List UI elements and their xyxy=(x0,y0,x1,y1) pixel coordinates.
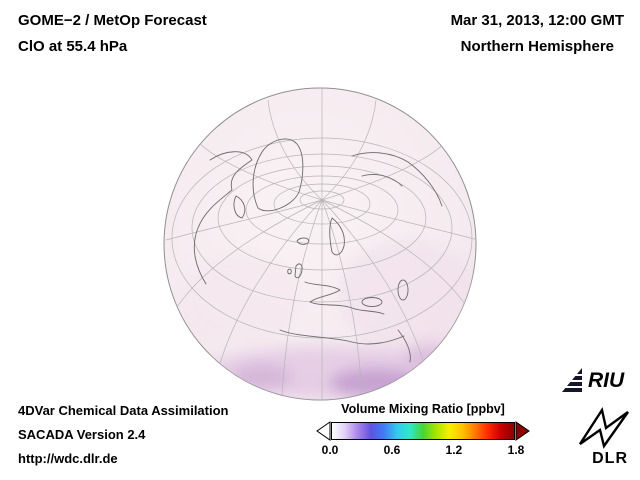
assimilation-label: 4DVar Chemical Data Assimilation xyxy=(18,403,229,418)
colorbar-title: Volume Mixing Ratio [ppbv] xyxy=(341,402,505,416)
colorbar-tick-labels: 0.0 0.6 1.2 1.8 xyxy=(322,443,525,459)
tick-label-3: 1.8 xyxy=(507,443,525,457)
colorbar-left-arrow xyxy=(316,421,331,441)
tick-label-1: 0.6 xyxy=(383,443,401,457)
colorbar: Volume Mixing Ratio [ppbv] 0.0 0.6 1.2 1… xyxy=(316,402,530,459)
header-left: GOME−2 / MetOp Forecast ClO at 55.4 hPa xyxy=(18,12,207,55)
species-level-label: ClO at 55.4 hPa xyxy=(18,38,128,55)
hemisphere-label: Northern Hemisphere xyxy=(460,38,614,55)
dlr-logo-text: DLR xyxy=(592,450,628,467)
product-title: GOME−2 / MetOp Forecast xyxy=(18,12,207,29)
tick-label-2: 1.2 xyxy=(445,443,463,457)
graticule-lines xyxy=(165,88,476,400)
riu-emblem-icon xyxy=(560,368,584,392)
riu-logo-text: RIU xyxy=(588,369,625,392)
colorbar-right-arrow xyxy=(515,421,530,441)
dlr-logo: DLR xyxy=(568,404,632,472)
dlr-emblem-icon xyxy=(578,406,629,449)
header-right: Mar 31, 2013, 12:00 GMT Northern Hemisph… xyxy=(451,12,624,55)
version-label: SACADA Version 2.4 xyxy=(18,427,146,442)
colorbar-gradient xyxy=(331,422,515,440)
website-url: http://wdc.dlr.de xyxy=(18,451,118,466)
coastlines xyxy=(193,138,443,363)
datetime-label: Mar 31, 2013, 12:00 GMT xyxy=(450,12,624,29)
riu-logo: RIU xyxy=(560,366,632,400)
footer-credits: 4DVar Chemical Data Assimilation SACADA … xyxy=(18,399,229,471)
tick-label-0: 0.0 xyxy=(321,443,339,457)
